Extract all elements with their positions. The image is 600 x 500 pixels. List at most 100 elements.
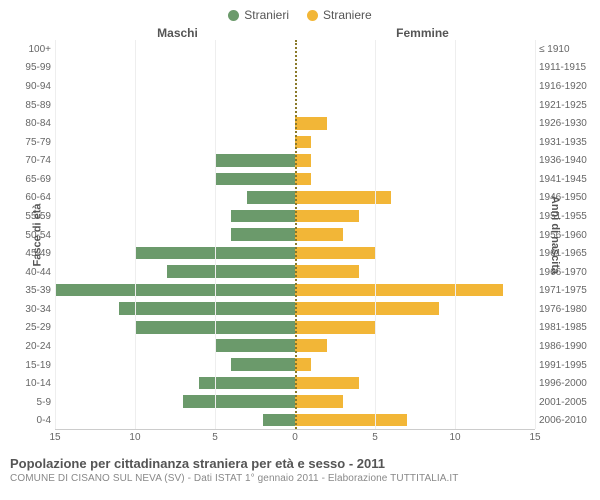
chart-subtitle: COMUNE DI CISANO SUL NEVA (SV) - Dati IS… bbox=[10, 473, 590, 484]
male-bar bbox=[119, 302, 295, 315]
age-tick: 85-89 bbox=[10, 96, 55, 115]
female-bar bbox=[295, 339, 327, 352]
legend: Stranieri Straniere bbox=[10, 8, 590, 22]
age-tick: 70-74 bbox=[10, 151, 55, 170]
female-bar bbox=[295, 173, 311, 186]
birth-tick: 1921-1925 bbox=[535, 96, 590, 115]
gridline bbox=[375, 40, 376, 429]
female-bar bbox=[295, 358, 311, 371]
birth-tick: 1926-1930 bbox=[535, 114, 590, 133]
birth-tick: ≤ 1910 bbox=[535, 40, 590, 59]
male-bar bbox=[247, 191, 295, 204]
female-bar bbox=[295, 302, 439, 315]
birth-tick: 1966-1970 bbox=[535, 263, 590, 282]
chart-title: Popolazione per cittadinanza straniera p… bbox=[10, 456, 590, 471]
legend-label-male: Stranieri bbox=[244, 8, 289, 22]
birth-tick: 2001-2005 bbox=[535, 393, 590, 412]
birth-tick: 1956-1960 bbox=[535, 226, 590, 245]
age-tick: 20-24 bbox=[10, 337, 55, 356]
birth-tick: 1986-1990 bbox=[535, 337, 590, 356]
birth-tick: 1941-1945 bbox=[535, 170, 590, 189]
female-half bbox=[295, 40, 535, 429]
age-tick: 35-39 bbox=[10, 282, 55, 301]
gridline bbox=[215, 40, 216, 429]
header-male: Maschi bbox=[10, 26, 300, 40]
age-tick: 0-4 bbox=[10, 412, 55, 431]
male-bar bbox=[263, 414, 295, 427]
female-bar bbox=[295, 136, 311, 149]
gridline bbox=[135, 40, 136, 429]
female-bar bbox=[295, 265, 359, 278]
age-tick: 75-79 bbox=[10, 133, 55, 152]
birth-tick: 1981-1985 bbox=[535, 319, 590, 338]
male-bar bbox=[55, 284, 295, 297]
population-pyramid-chart: Stranieri Straniere Maschi Femmine Fasce… bbox=[0, 0, 600, 500]
birth-tick: 1936-1940 bbox=[535, 151, 590, 170]
female-bar bbox=[295, 284, 503, 297]
female-bar bbox=[295, 210, 359, 223]
y-axis-age: Fasce di età 100+95-9990-9485-8980-8475-… bbox=[10, 40, 55, 430]
gridline bbox=[455, 40, 456, 429]
male-bar bbox=[231, 358, 295, 371]
birth-tick: 1991-1995 bbox=[535, 356, 590, 375]
age-tick: 90-94 bbox=[10, 77, 55, 96]
female-bar bbox=[295, 117, 327, 130]
x-tick: 0 bbox=[292, 432, 298, 443]
male-bar bbox=[215, 339, 295, 352]
male-bar bbox=[167, 265, 295, 278]
x-tick: 15 bbox=[529, 432, 540, 443]
legend-label-female: Straniere bbox=[323, 8, 372, 22]
header-female: Femmine bbox=[300, 26, 590, 40]
male-bar bbox=[231, 210, 295, 223]
female-bar bbox=[295, 377, 359, 390]
x-tick: 5 bbox=[372, 432, 378, 443]
male-bar bbox=[215, 173, 295, 186]
legend-item-male: Stranieri bbox=[228, 8, 289, 22]
female-bar bbox=[295, 191, 391, 204]
birth-tick: 2006-2010 bbox=[535, 412, 590, 431]
male-bar bbox=[231, 228, 295, 241]
birth-tick: 1931-1935 bbox=[535, 133, 590, 152]
legend-swatch-female bbox=[307, 10, 318, 21]
birth-tick: 1951-1955 bbox=[535, 207, 590, 226]
male-half bbox=[55, 40, 295, 429]
age-tick: 65-69 bbox=[10, 170, 55, 189]
female-bar bbox=[295, 228, 343, 241]
column-headers: Maschi Femmine bbox=[10, 26, 590, 40]
female-bar bbox=[295, 395, 343, 408]
birth-tick: 1946-1950 bbox=[535, 189, 590, 208]
birth-tick: 1916-1920 bbox=[535, 77, 590, 96]
age-tick: 80-84 bbox=[10, 114, 55, 133]
age-tick: 30-34 bbox=[10, 300, 55, 319]
male-bar bbox=[183, 395, 295, 408]
gridline bbox=[55, 40, 56, 429]
x-tick: 5 bbox=[212, 432, 218, 443]
x-tick: 15 bbox=[49, 432, 60, 443]
legend-swatch-male bbox=[228, 10, 239, 21]
x-tick: 10 bbox=[449, 432, 460, 443]
female-bar bbox=[295, 321, 375, 334]
birth-tick: 1976-1980 bbox=[535, 300, 590, 319]
age-tick: 5-9 bbox=[10, 393, 55, 412]
birth-tick: 1971-1975 bbox=[535, 282, 590, 301]
age-tick: 10-14 bbox=[10, 374, 55, 393]
male-bar bbox=[215, 154, 295, 167]
y-axis-birth-title: Anni di nascita bbox=[549, 196, 561, 274]
male-bar bbox=[199, 377, 295, 390]
age-tick: 15-19 bbox=[10, 356, 55, 375]
birth-tick: 1996-2000 bbox=[535, 374, 590, 393]
y-axis-age-title: Fasce di età bbox=[31, 204, 43, 267]
female-bar bbox=[295, 154, 311, 167]
x-axis: 15105051015 bbox=[55, 430, 535, 446]
age-tick: 95-99 bbox=[10, 59, 55, 78]
center-axis-line bbox=[295, 40, 297, 429]
age-tick: 100+ bbox=[10, 40, 55, 59]
female-bar bbox=[295, 414, 407, 427]
x-tick: 10 bbox=[129, 432, 140, 443]
age-tick: 25-29 bbox=[10, 319, 55, 338]
plot-area bbox=[55, 40, 535, 430]
y-axis-birth: Anni di nascita ≤ 19101911-19151916-1920… bbox=[535, 40, 590, 430]
birth-tick: 1961-1965 bbox=[535, 244, 590, 263]
female-bar bbox=[295, 247, 375, 260]
legend-item-female: Straniere bbox=[307, 8, 372, 22]
